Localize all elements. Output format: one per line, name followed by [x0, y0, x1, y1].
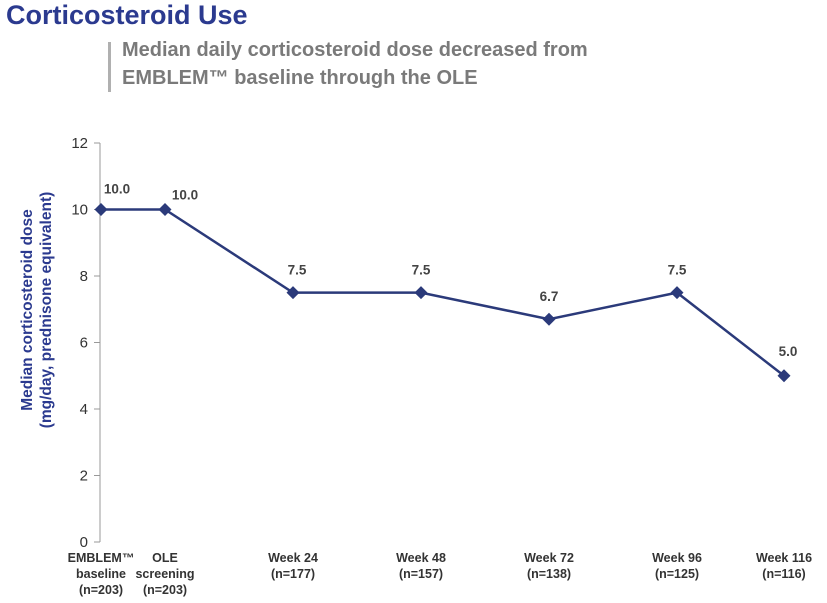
data-point-marker: [286, 286, 300, 300]
data-label: 7.5: [288, 263, 307, 278]
x-category-label: Week 116 (n=116): [756, 551, 812, 581]
data-label: 6.7: [540, 289, 559, 304]
data-label: 10.0: [172, 188, 198, 203]
data-label: 7.5: [412, 263, 431, 278]
data-point-marker: [158, 203, 172, 216]
data-label: 10.0: [104, 182, 130, 197]
x-category-label: OLE screening (n=203): [135, 551, 194, 597]
data-point-marker: [777, 369, 791, 383]
data-label: 5.0: [779, 344, 798, 359]
y-tick-label: 8: [80, 268, 88, 285]
y-tick-label: 2: [80, 468, 88, 485]
subtitle-line-2: EMBLEM™ baseline through the OLE: [122, 67, 478, 89]
y-tick-label: 0: [80, 534, 88, 551]
data-point-marker: [94, 203, 108, 216]
x-category-label: Week 48 (n=157): [396, 551, 446, 581]
data-label: 7.5: [668, 263, 687, 278]
x-category-label: EMBLEM™ baseline (n=203): [68, 551, 135, 597]
data-point-marker: [542, 312, 556, 326]
data-point-marker: [414, 286, 428, 300]
y-tick-label: 12: [71, 135, 88, 152]
slide-title: Corticosteroid Use: [6, 0, 248, 30]
x-category-label: Week 72 (n=138): [524, 551, 574, 581]
data-point-marker: [670, 286, 684, 300]
slide-subtitle: Median daily corticosteroid dose decreas…: [122, 36, 762, 92]
y-tick-label: 4: [80, 401, 88, 418]
subtitle-accent-bar: [108, 42, 111, 92]
y-tick-label: 6: [80, 335, 88, 352]
x-category-label: Week 24 (n=177): [268, 551, 318, 581]
y-tick-label: 10: [71, 202, 88, 219]
x-category-label: Week 96 (n=125): [652, 551, 702, 581]
subtitle-line-1: Median daily corticosteroid dose decreas…: [122, 39, 588, 61]
